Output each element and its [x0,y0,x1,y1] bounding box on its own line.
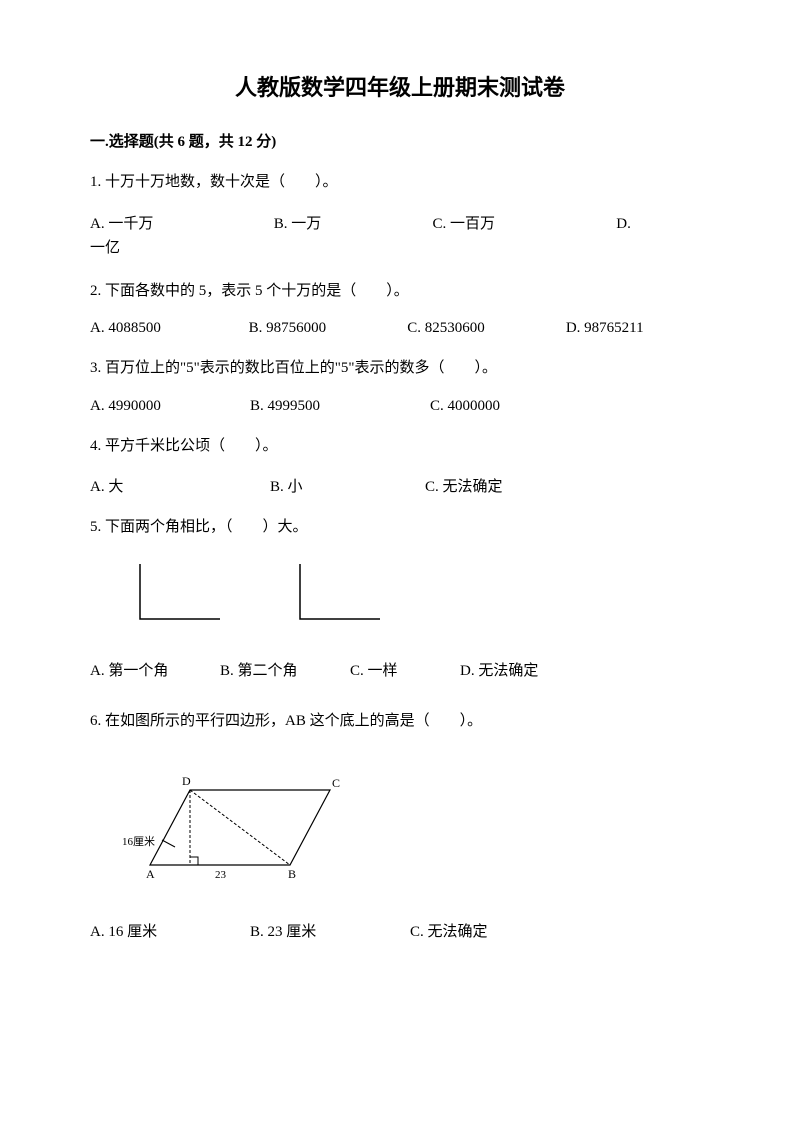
q6-option-c: C. 无法确定 [410,920,488,941]
question-6: 6. 在如图所示的平行四边形，AB 这个底上的高是（ ）。 A B C D 16… [90,710,710,942]
question-4: 4. 平方千米比公顷（ ）。 A. 大 B. 小 C. 无法确定 [90,435,710,497]
q6-text: 6. 在如图所示的平行四边形，AB 这个底上的高是（ ）。 [90,710,710,733]
angle-2 [290,559,390,629]
q4-option-b: B. 小 [270,475,425,496]
q3-options: A. 4990000 B. 4999500 C. 4000000 [90,398,710,415]
q4-options: A. 大 B. 小 C. 无法确定 [90,475,710,496]
q5-option-d: D. 无法确定 [460,659,538,680]
q6-options: A. 16 厘米 B. 23 厘米 C. 无法确定 [90,920,710,941]
q1-option-d: D. [616,212,631,236]
q3-option-b: B. 4999500 [250,398,430,415]
q1-options: A. 一千万 B. 一万 C. 一百万 D. 一亿 [90,212,710,260]
angle-1 [130,559,230,629]
q5-options: A. 第一个角 B. 第二个角 C. 一样 D. 无法确定 [90,659,710,680]
q2-option-a: A. 4088500 [90,320,249,337]
q6-option-a: A. 16 厘米 [90,920,250,941]
q5-angle-diagrams [130,559,710,629]
label-16: 16厘米 [122,835,155,848]
q1-option-c: C. 一百万 [433,212,613,236]
page-title: 人教版数学四年级上册期末测试卷 [90,70,710,102]
q1-text: 1. 十万十万地数，数十次是（ ）。 [90,171,710,194]
label-B: B [288,867,296,881]
q5-option-b: B. 第二个角 [220,659,350,680]
q4-option-c: C. 无法确定 [425,475,503,496]
question-1: 1. 十万十万地数，数十次是（ ）。 A. 一千万 B. 一万 C. 一百万 D… [90,171,710,260]
q3-text: 3. 百万位上的"5"表示的数比百位上的"5"表示的数多（ ）。 [90,357,710,380]
q2-text: 2. 下面各数中的 5，表示 5 个十万的是（ ）。 [90,280,710,303]
q3-option-a: A. 4990000 [90,398,250,415]
question-3: 3. 百万位上的"5"表示的数比百位上的"5"表示的数多（ ）。 A. 4990… [90,357,710,415]
q4-text: 4. 平方千米比公顷（ ）。 [90,435,710,458]
label-C: C [332,776,340,790]
label-A: A [146,867,155,881]
q1-option-a: A. 一千万 [90,212,270,236]
label-23: 23 [215,869,227,881]
question-2: 2. 下面各数中的 5，表示 5 个十万的是（ ）。 A. 4088500 B.… [90,280,710,338]
q2-option-b: B. 98756000 [249,320,408,337]
q1-option-d-line2: 一亿 [90,236,710,260]
section-header: 一.选择题(共 6 题，共 12 分) [90,130,710,151]
q6-option-b: B. 23 厘米 [250,920,410,941]
label-D: D [182,774,191,788]
parallelogram-diagram: A B C D 16厘米 23 [120,765,370,895]
q5-text: 5. 下面两个角相比，（ ）大。 [90,516,710,539]
q4-option-a: A. 大 [90,475,270,496]
q5-option-a: A. 第一个角 [90,659,220,680]
q2-option-d: D. 98765211 [566,320,710,337]
question-5: 5. 下面两个角相比，（ ）大。 A. 第一个角 B. 第二个角 C. 一样 D… [90,516,710,680]
q3-option-c: C. 4000000 [430,398,500,415]
q2-options: A. 4088500 B. 98756000 C. 82530600 D. 98… [90,320,710,337]
q5-option-c: C. 一样 [350,659,460,680]
q1-option-b: B. 一万 [274,212,429,236]
q2-option-c: C. 82530600 [407,320,566,337]
